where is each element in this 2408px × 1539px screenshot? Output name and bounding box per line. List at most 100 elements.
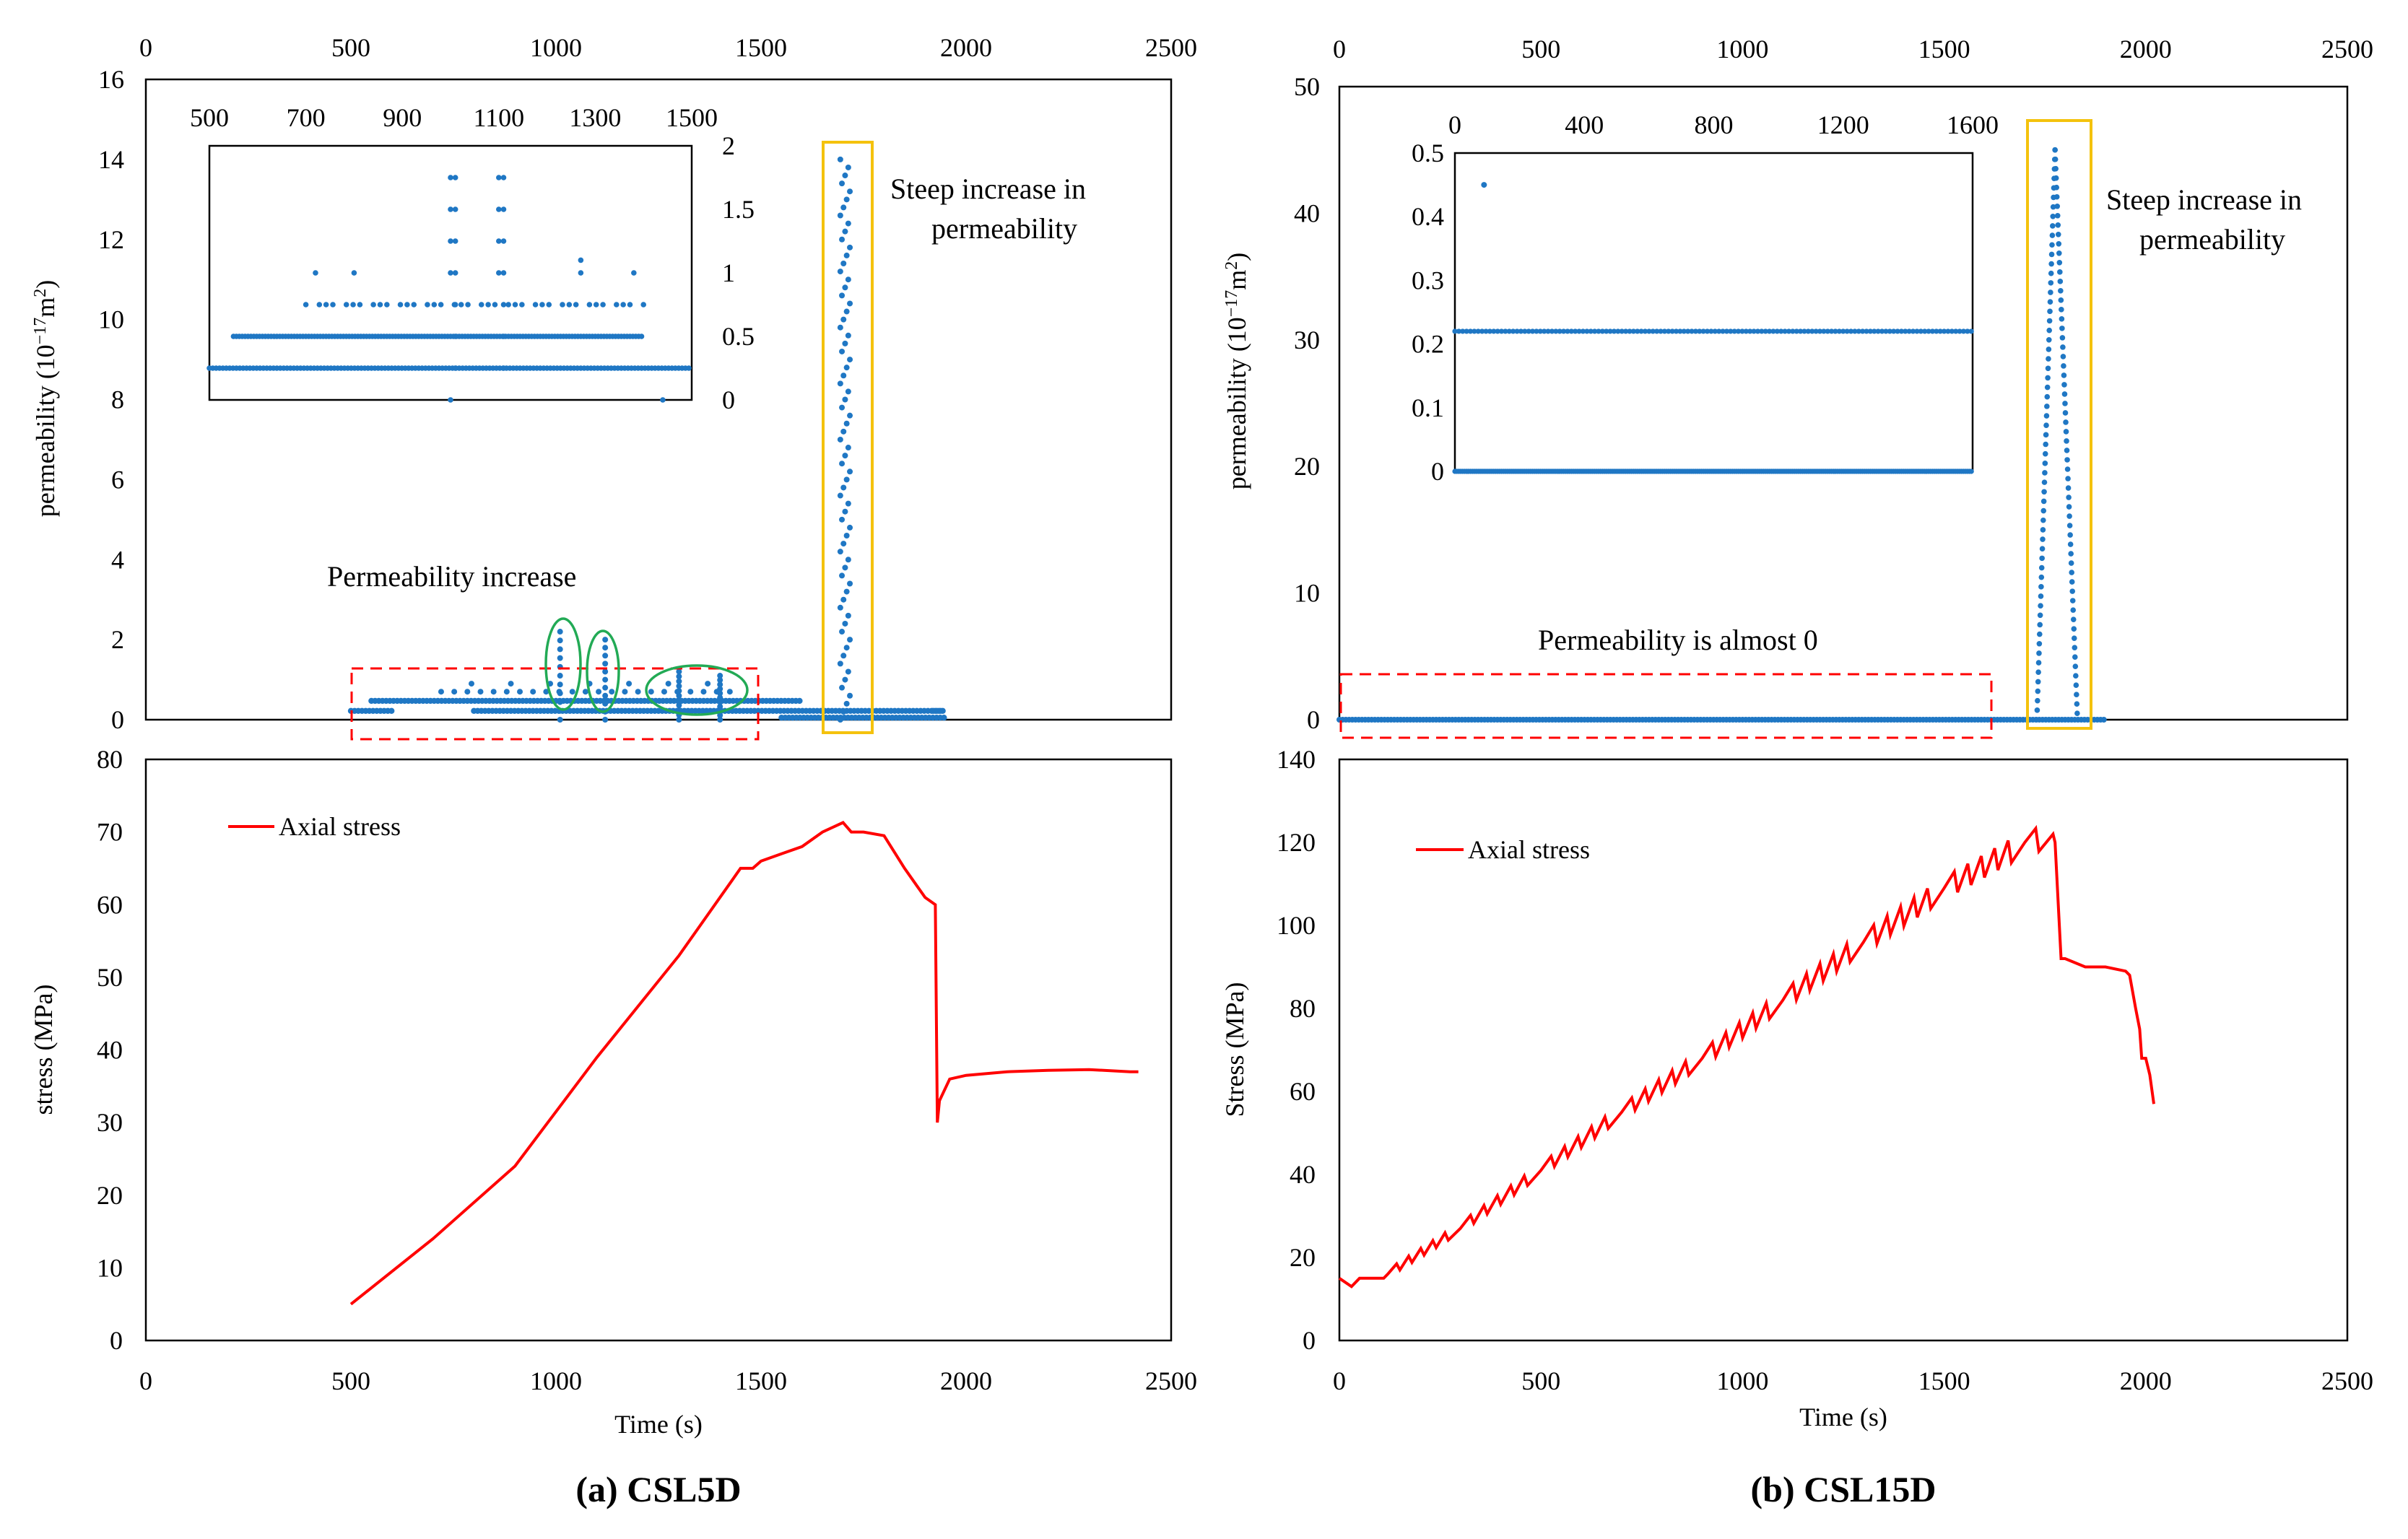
data-point xyxy=(2061,391,2068,397)
data-point xyxy=(2059,307,2064,313)
data-point xyxy=(843,308,850,315)
data-point xyxy=(1700,328,1706,334)
data-point xyxy=(609,689,615,695)
data-point xyxy=(1918,328,1924,334)
y-axis-label: permeability (10−17m2) xyxy=(31,280,60,517)
data-point xyxy=(1560,328,1567,334)
data-point xyxy=(448,238,453,244)
data-point xyxy=(1968,328,1974,334)
data-point xyxy=(626,681,633,687)
data-point xyxy=(2073,673,2079,679)
data-point xyxy=(1949,328,1955,334)
x-tick-label: 1100 xyxy=(473,103,524,132)
data-point xyxy=(840,541,847,547)
y-tick-label: 70 xyxy=(97,818,123,847)
data-point xyxy=(1848,328,1854,334)
data-point xyxy=(452,302,458,308)
data-point xyxy=(941,715,947,721)
data-point xyxy=(2046,327,2053,333)
data-point xyxy=(1654,328,1660,334)
data-point xyxy=(357,302,363,308)
data-point xyxy=(1588,328,1594,334)
data-point xyxy=(602,700,609,707)
y-tick-label: 0 xyxy=(111,705,124,734)
green-ellipse-1 xyxy=(544,617,582,711)
data-point xyxy=(468,681,474,687)
data-point xyxy=(1467,328,1474,334)
y-tick-label: 0 xyxy=(1431,457,1444,486)
data-point xyxy=(613,302,620,308)
data-points xyxy=(1336,147,2107,723)
legend-label: Axial stress xyxy=(279,812,401,841)
data-point xyxy=(411,302,417,308)
data-point xyxy=(1864,328,1869,334)
data-point xyxy=(839,572,846,579)
data-point xyxy=(2040,498,2047,505)
data-point xyxy=(847,244,853,250)
data-point xyxy=(2048,261,2054,267)
data-point xyxy=(438,689,444,695)
data-point xyxy=(557,655,563,661)
data-point xyxy=(532,302,539,308)
data-point xyxy=(1755,328,1761,334)
legend-label: Axial stress xyxy=(1468,835,1590,864)
data-point xyxy=(1797,328,1804,334)
data-point xyxy=(717,673,723,679)
data-point xyxy=(717,690,723,697)
data-point xyxy=(557,681,563,688)
data-point xyxy=(2065,476,2071,481)
data-point xyxy=(1498,328,1505,334)
y-tick-label: 50 xyxy=(1294,72,1320,101)
data-point xyxy=(384,302,390,308)
data-point xyxy=(1542,328,1547,334)
data-point xyxy=(602,668,609,675)
inset-frame xyxy=(1453,152,1974,473)
data-point xyxy=(313,270,318,276)
data-point xyxy=(2045,365,2051,372)
data-point xyxy=(2051,157,2058,162)
x-tick-label: 2500 xyxy=(2321,1366,2373,1395)
chart-b-stress: 0 500 1000 1500 2000 2500 020406080100120140 … xyxy=(1220,745,2373,1431)
y-tick-label: 1 xyxy=(722,258,735,287)
inset-y-tick-labels: 0 0.5 1 1.5 2 xyxy=(722,131,755,414)
data-point xyxy=(2061,363,2066,369)
inset-data-points xyxy=(207,175,692,403)
data-point xyxy=(840,204,847,211)
data-point xyxy=(842,340,848,346)
data-point xyxy=(500,333,507,339)
data-point xyxy=(2048,280,2054,286)
data-point xyxy=(1937,328,1943,334)
y-tick-labels: 0 10 20 30 40 50 xyxy=(1294,72,1320,734)
data-point xyxy=(2059,326,2065,331)
data-point xyxy=(1642,328,1648,334)
data-point xyxy=(578,270,584,276)
data-point xyxy=(1491,328,1497,334)
data-point xyxy=(586,302,593,308)
data-point xyxy=(631,270,637,276)
data-point xyxy=(837,212,843,219)
data-point xyxy=(2043,432,2049,438)
y-tick-label: 20 xyxy=(1294,452,1320,481)
data-point xyxy=(2035,660,2042,666)
data-point xyxy=(303,302,309,308)
data-point xyxy=(2061,372,2067,378)
x-tick-label: 1500 xyxy=(666,103,718,132)
data-point xyxy=(500,302,507,308)
data-point xyxy=(845,557,851,563)
data-point xyxy=(2035,688,2041,694)
data-point xyxy=(557,673,563,679)
data-point xyxy=(602,692,609,699)
data-point xyxy=(1611,328,1617,334)
data-point xyxy=(845,668,851,675)
data-point xyxy=(1708,328,1714,334)
data-point xyxy=(1475,328,1481,334)
data-point xyxy=(676,678,682,684)
x-tick-label: 500 xyxy=(1521,35,1560,64)
x-tick-label: 2500 xyxy=(1145,1366,1197,1395)
data-point xyxy=(2051,166,2058,172)
caption-a: (a) CSL5D xyxy=(575,1469,741,1509)
data-point xyxy=(458,302,464,308)
data-point xyxy=(1557,328,1562,334)
data-point xyxy=(464,689,471,695)
data-point xyxy=(2055,231,2061,237)
